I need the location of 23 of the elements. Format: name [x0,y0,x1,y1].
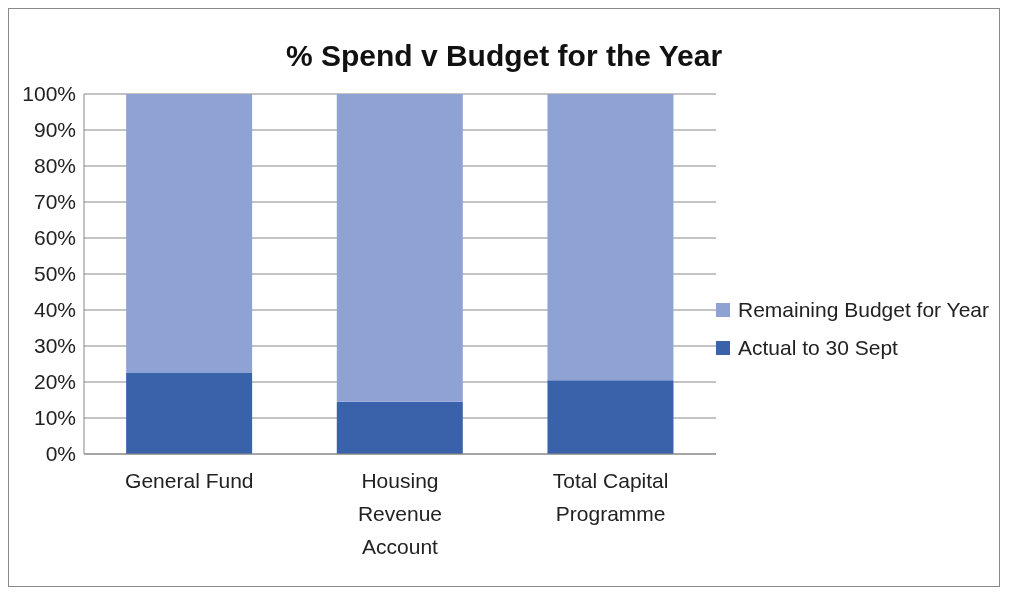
bar [126,373,253,454]
x-tick-label: Total Capital Programme [552,469,669,525]
bar [126,94,253,373]
y-tick-label: 60% [33,226,76,250]
y-tick-label: 90% [33,118,76,142]
legend-label: Actual to 30 Sept [737,336,898,360]
y-tick-label: 80% [33,154,76,178]
y-tick-label: 40% [33,298,76,322]
y-tick-label: 20% [33,370,76,394]
y-tick-label: 30% [33,334,76,358]
y-tick-label: 100% [22,82,76,106]
bar [336,401,463,454]
bar [336,94,463,402]
x-tick-label: General Fund [125,469,254,492]
x-tick-label: Housing Revenue Account [357,469,443,558]
y-tick-label: 0% [45,442,76,466]
legend-label: Remaining Budget for Year [737,298,989,322]
bar [547,380,674,454]
bar [547,94,674,381]
chart-title: % Spend v Budget for the Year [284,38,724,74]
y-tick-label: 50% [33,262,76,286]
y-tick-label: 70% [33,190,76,214]
y-tick-label: 10% [33,406,76,430]
